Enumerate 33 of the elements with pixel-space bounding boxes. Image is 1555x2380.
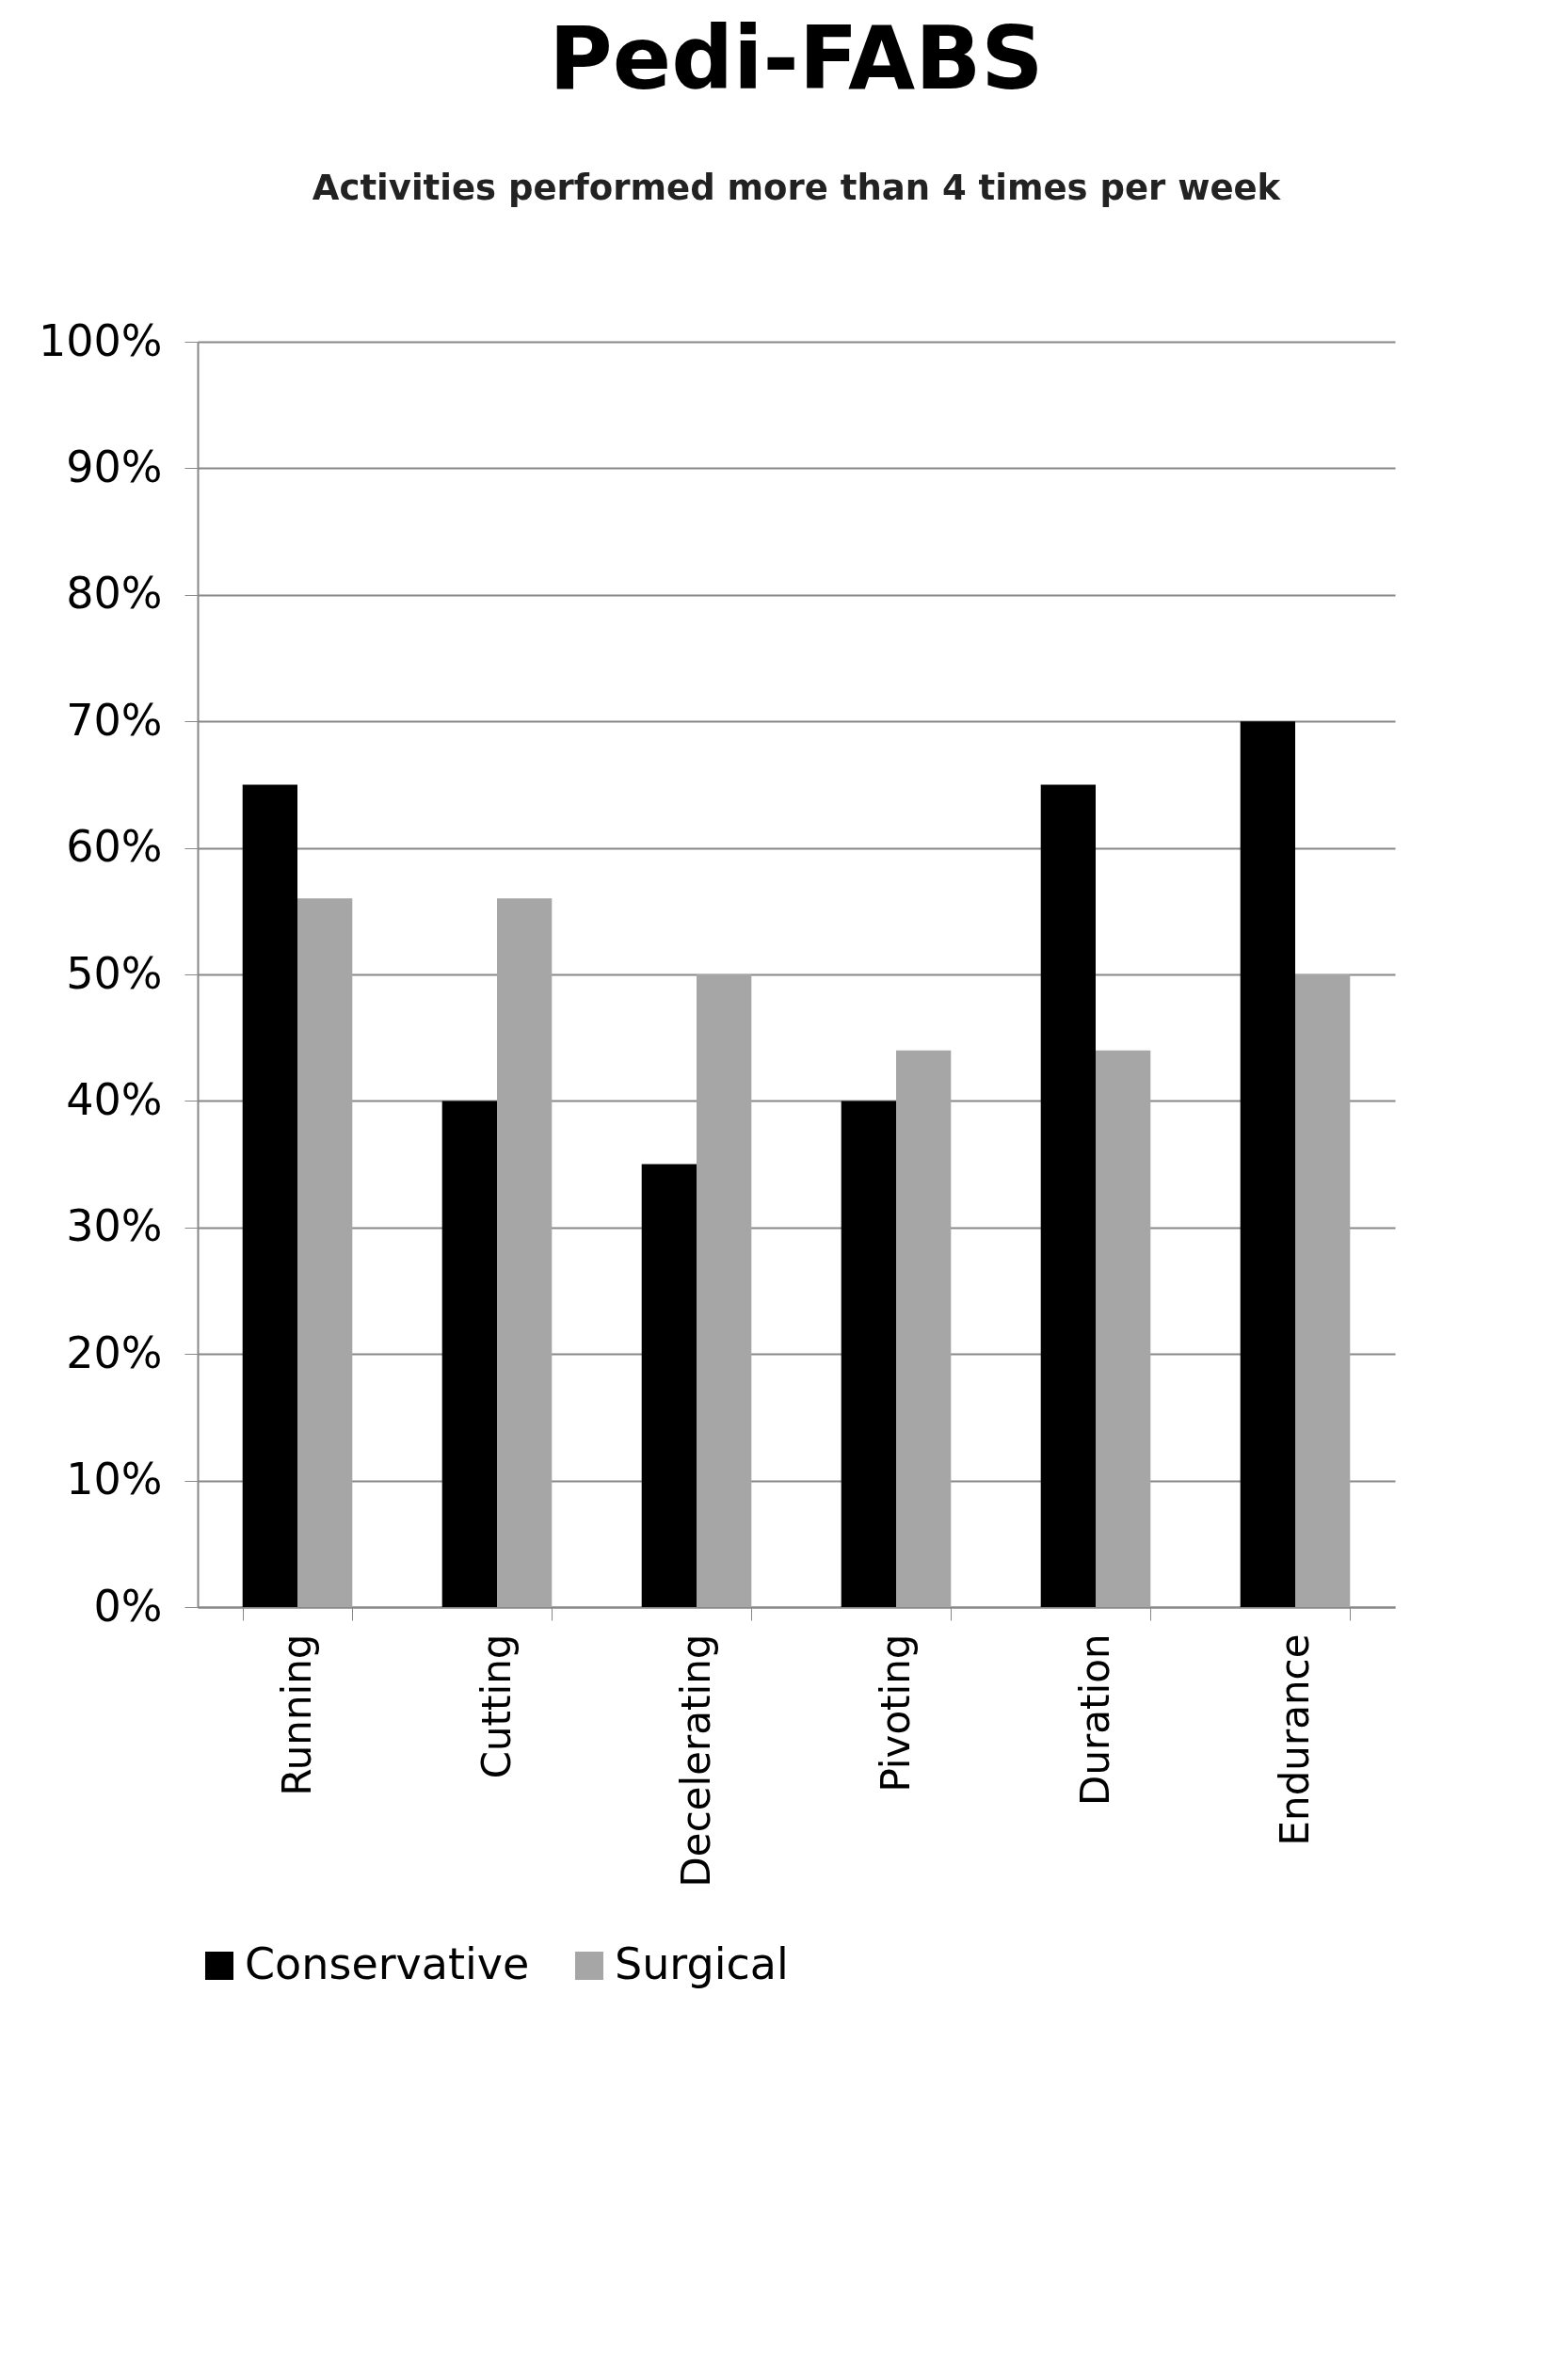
chart-subtitle: Activities performed more than 4 times per week	[312, 168, 1282, 208]
y-tick-label: 40%	[66, 1073, 163, 1125]
bar	[441, 1101, 497, 1607]
y-tick-label: 80%	[66, 568, 163, 619]
bar	[1096, 1050, 1151, 1607]
legend-label: Conservative	[245, 1938, 530, 1989]
x-tick-label: Running	[273, 1633, 320, 1796]
x-tick-label: Duration	[1071, 1633, 1118, 1806]
bar	[1295, 974, 1351, 1607]
bar	[242, 784, 297, 1607]
y-tick-label: 10%	[66, 1454, 163, 1505]
x-tick-label: Cutting	[473, 1633, 520, 1779]
bar	[297, 898, 353, 1607]
bar	[1240, 721, 1295, 1607]
y-tick-label: 90%	[66, 441, 163, 492]
bar	[641, 1164, 697, 1607]
y-tick-label: 60%	[66, 821, 163, 873]
y-tick-label: 100%	[38, 314, 163, 366]
legend-label: Surgical	[615, 1938, 789, 1989]
bar	[1040, 784, 1096, 1607]
y-tick-label: 20%	[66, 1327, 163, 1378]
x-tick-label: Endurance	[1271, 1633, 1318, 1846]
y-tick-label: 50%	[66, 947, 163, 999]
chart-title: Pedi-FABS	[549, 8, 1044, 109]
x-tick-label: Decelerating	[672, 1633, 719, 1888]
y-tick-label: 0%	[93, 1580, 163, 1632]
bar	[697, 974, 752, 1607]
x-tick-label: Pivoting	[872, 1633, 919, 1793]
y-tick-label: 70%	[66, 694, 163, 746]
bar	[497, 898, 553, 1607]
bar	[841, 1101, 896, 1607]
y-tick-label: 30%	[66, 1200, 163, 1252]
bar	[896, 1050, 952, 1607]
